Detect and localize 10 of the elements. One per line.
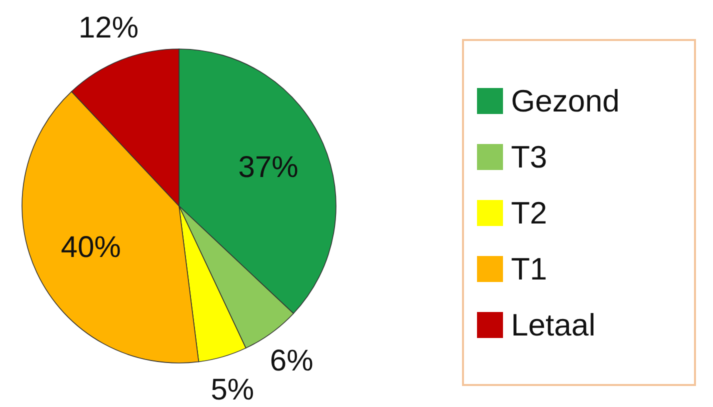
data-label: 37% <box>238 150 298 184</box>
legend-label: Letaal <box>511 308 596 342</box>
legend-label: T3 <box>511 140 548 174</box>
data-label: 40% <box>60 230 121 264</box>
data-label: 5% <box>210 373 254 406</box>
data-label: 6% <box>270 344 314 378</box>
legend-label: T2 <box>511 196 548 230</box>
data-label: 12% <box>78 11 139 44</box>
legend-label: Gezond <box>511 84 620 118</box>
legend-label: T1 <box>511 252 548 286</box>
